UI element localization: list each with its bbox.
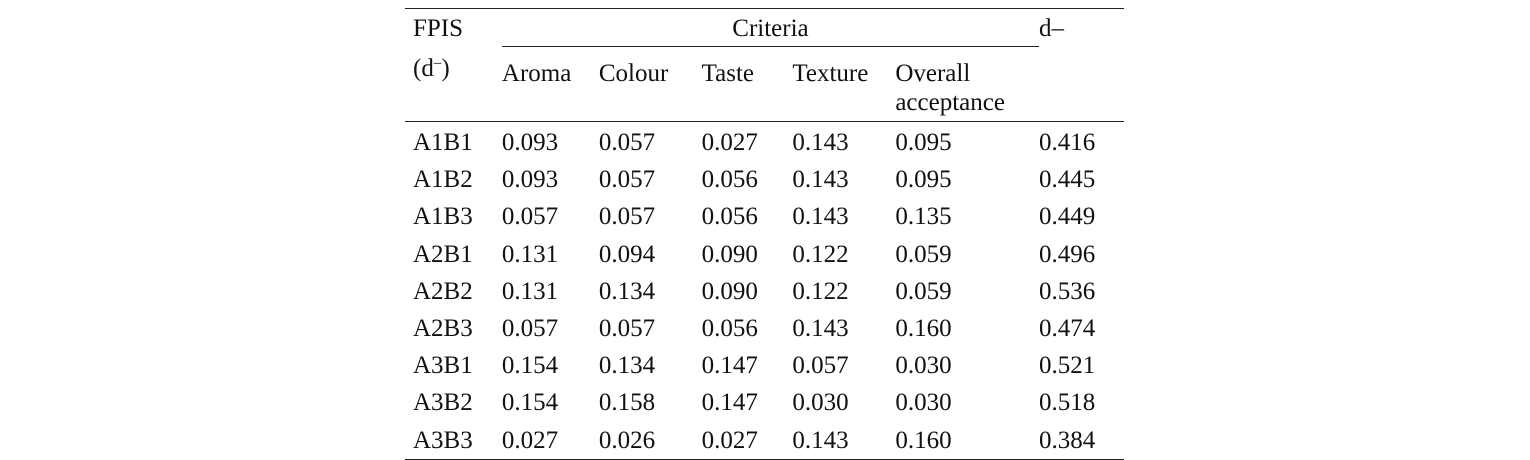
fpis-header: FPIS (d–) — [405, 9, 502, 122]
cell-d-minus: 0.536 — [1039, 277, 1096, 305]
cell-texture: 0.122 — [792, 240, 849, 268]
table-row: A2B3 0.057 0.057 0.056 0.143 0.160 0.474 — [405, 310, 1124, 347]
cell-alternative: A2B3 — [413, 315, 473, 343]
cell-texture: 0.143 — [792, 203, 849, 231]
cell-aroma: 0.027 — [501, 426, 559, 454]
fpis-table-container: FPIS (d–) Criteria d– Aroma Colour Taste… — [405, 8, 1124, 460]
cell-taste: 0.027 — [701, 129, 758, 156]
cell-d-minus: 0.416 — [1039, 129, 1096, 156]
cell-aroma: 0.057 — [501, 203, 559, 231]
cell-alternative: A3B3 — [413, 426, 473, 454]
table-row: A1B2 0.093 0.057 0.056 0.143 0.095 0.445 — [405, 161, 1124, 198]
cell-texture: 0.143 — [792, 315, 849, 343]
cell-taste: 0.056 — [701, 166, 758, 194]
cell-colour: 0.057 — [598, 315, 656, 343]
cell-alternative: A1B3 — [413, 203, 473, 231]
cell-texture: 0.143 — [792, 426, 849, 454]
table-row: A1B3 0.057 0.057 0.056 0.143 0.135 0.449 — [405, 198, 1124, 235]
cell-overall-acceptance: 0.059 — [895, 240, 952, 268]
cell-aroma: 0.154 — [501, 389, 559, 417]
cell-texture: 0.143 — [792, 129, 849, 156]
cell-colour: 0.057 — [598, 166, 656, 194]
cell-alternative: A2B2 — [413, 277, 473, 305]
col-header-texture: Texture — [792, 60, 869, 87]
cell-aroma: 0.154 — [501, 352, 559, 380]
cell-alternative: A3B2 — [413, 389, 473, 417]
overall-line-2: acceptance — [895, 89, 1005, 116]
fpis-sublabel: (d–) — [413, 54, 502, 83]
cell-d-minus: 0.384 — [1039, 426, 1096, 454]
col-header-colour: Colour — [598, 60, 669, 87]
cell-colour: 0.026 — [598, 426, 656, 454]
table-row: A3B3 0.027 0.026 0.027 0.143 0.160 0.384 — [405, 422, 1124, 460]
table-body: A1B1 0.093 0.057 0.027 0.143 0.095 0.416 A1B2 0.… — [405, 122, 1124, 460]
cell-alternative: A2B1 — [413, 240, 473, 268]
cell-taste: 0.056 — [701, 203, 758, 231]
cell-texture: 0.057 — [792, 352, 849, 380]
cell-overall-acceptance: 0.160 — [895, 426, 952, 454]
overall-line-1: Overall — [895, 60, 971, 87]
cell-overall-acceptance: 0.059 — [895, 277, 952, 305]
cell-texture: 0.030 — [792, 389, 849, 417]
cell-alternative: A3B1 — [413, 352, 473, 380]
cell-taste: 0.147 — [701, 352, 758, 380]
cell-colour: 0.057 — [598, 203, 656, 231]
cell-aroma: 0.131 — [501, 240, 559, 268]
cell-d-minus: 0.521 — [1039, 352, 1096, 380]
cell-taste: 0.147 — [701, 389, 758, 417]
header-row-1: FPIS (d–) Criteria d– — [405, 8, 1124, 82]
cell-texture: 0.122 — [792, 277, 849, 305]
cell-overall-acceptance: 0.030 — [895, 389, 952, 417]
header-row-2: Aroma Colour Taste Texture Overall accep… — [405, 47, 1124, 122]
cell-taste: 0.090 — [701, 277, 758, 305]
cell-aroma: 0.093 — [501, 166, 559, 194]
fpis-sub-open: (d — [413, 55, 434, 82]
criteria-header: Criteria — [501, 8, 1040, 47]
cell-colour: 0.057 — [598, 129, 656, 156]
table-row: A2B2 0.131 0.134 0.090 0.122 0.059 0.536 — [405, 273, 1124, 310]
cell-taste: 0.027 — [701, 426, 758, 454]
fpis-table: FPIS (d–) Criteria d– Aroma Colour Taste… — [405, 8, 1124, 460]
fpis-sub-sup: – — [433, 55, 442, 71]
cell-colour: 0.158 — [598, 389, 656, 417]
cell-d-minus: 0.496 — [1039, 240, 1096, 268]
col-header-taste: Taste — [701, 60, 755, 87]
cell-d-minus: 0.518 — [1039, 389, 1096, 417]
table-row: A3B2 0.154 0.158 0.147 0.030 0.030 0.518 — [405, 384, 1124, 421]
cell-d-minus: 0.474 — [1039, 315, 1096, 343]
fpis-sub-close: ) — [441, 55, 450, 82]
cell-overall-acceptance: 0.095 — [895, 129, 952, 156]
cell-overall-acceptance: 0.160 — [895, 315, 952, 343]
cell-aroma: 0.057 — [501, 315, 559, 343]
table-header: FPIS (d–) Criteria d– Aroma Colour Taste… — [405, 8, 1124, 122]
cell-overall-acceptance: 0.095 — [895, 166, 952, 194]
cell-overall-acceptance: 0.135 — [895, 203, 952, 231]
col-header-overall-acceptance: Overall acceptance — [895, 47, 1039, 122]
table-row: A1B1 0.093 0.057 0.027 0.143 0.095 0.416 — [405, 122, 1124, 162]
cell-alternative: A1B2 — [413, 166, 473, 194]
table-row: A2B1 0.131 0.094 0.090 0.122 0.059 0.496 — [405, 236, 1124, 273]
d-minus-header: d– — [1039, 15, 1065, 42]
cell-d-minus: 0.449 — [1039, 203, 1096, 231]
cell-colour: 0.094 — [598, 240, 656, 268]
fpis-label: FPIS — [413, 15, 464, 42]
cell-taste: 0.056 — [701, 315, 758, 343]
cell-colour: 0.134 — [598, 277, 656, 305]
col-header-aroma: Aroma — [501, 60, 572, 87]
cell-colour: 0.134 — [598, 352, 656, 380]
cell-aroma: 0.093 — [501, 129, 559, 156]
cell-aroma: 0.131 — [501, 277, 559, 305]
cell-alternative: A1B1 — [413, 129, 473, 156]
cell-texture: 0.143 — [792, 166, 849, 194]
cell-d-minus: 0.445 — [1039, 166, 1096, 194]
cell-overall-acceptance: 0.030 — [895, 352, 952, 380]
cell-taste: 0.090 — [701, 240, 758, 268]
table-row: A3B1 0.154 0.134 0.147 0.057 0.030 0.521 — [405, 347, 1124, 384]
